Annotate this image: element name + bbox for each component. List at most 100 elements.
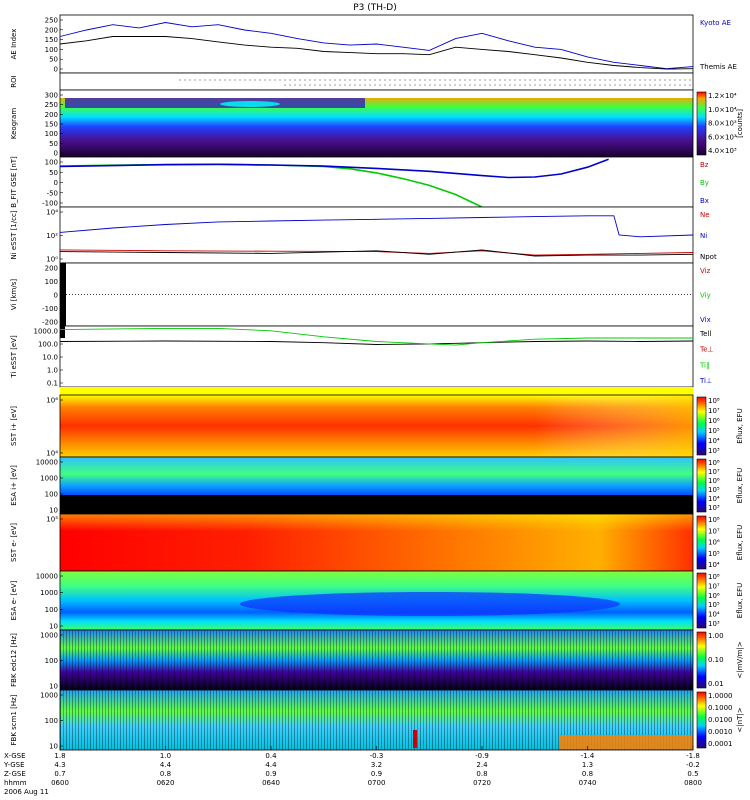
ni-ylabel: Ni eSST [1/cc]: [10, 210, 18, 259]
fbk_b-ytick: 1000: [40, 692, 58, 700]
esa_ion-colorbar-label: 10⁸: [708, 459, 720, 467]
fbk_e-colorbar-unit: <|mV/m|>: [736, 641, 744, 678]
ti-ytick: 0.1: [47, 380, 58, 388]
fbk_b-colorbar-label: 0.0100: [708, 716, 733, 724]
fbk_b-colorbar-label: 1.0000: [708, 692, 733, 700]
ti-legend-0: Tell: [699, 330, 711, 338]
bfit-legend-1: By: [700, 179, 709, 187]
vi-ytick: -100: [42, 305, 58, 313]
keogram-ytick: 0: [54, 150, 58, 158]
keogram-ytick: 250: [45, 101, 58, 109]
sst_elec-ylabel: SST e- [eV]: [10, 523, 18, 562]
esa_elec-colorbar-label: 10⁸: [708, 573, 720, 581]
coord-row-label: X-GSE: [4, 752, 26, 760]
esa_elec-ytick: 100: [45, 606, 58, 614]
coord-value: -0.3: [370, 752, 384, 760]
ni-ytick: 10²: [46, 232, 58, 240]
sst_ion-ytick: 10⁴: [46, 450, 58, 458]
bfit-ylabel: B_FIT GSE [nT]: [10, 156, 18, 208]
vi-legend-2: Vix: [700, 316, 711, 324]
coord-value: 1.3: [582, 761, 593, 769]
esa_elec-colorbar-label: 10⁵: [708, 601, 720, 609]
keogram-ytick: 300: [45, 92, 58, 100]
ae-ytick: 100: [45, 46, 58, 54]
fbk_e-ytick: 1000: [40, 632, 58, 640]
coord-value: 0.7: [54, 770, 65, 778]
coord-value: 2.4: [476, 761, 488, 769]
vi-ytick: -200: [42, 319, 58, 327]
coord-value: -0.9: [475, 752, 489, 760]
ni-legend-2: Npot: [700, 253, 717, 261]
time-tick: 0640: [262, 779, 280, 787]
time-axis-label: hhmm: [4, 779, 27, 787]
time-tick: 0800: [684, 779, 702, 787]
vi-ytick: 200: [45, 265, 58, 273]
coord-value: 1.0: [160, 752, 171, 760]
sst_elec-colorbar-label: 10⁴: [708, 561, 720, 569]
esa_elec-colorbar-unit: Eflux, EFU: [736, 583, 744, 618]
sst_elec-colorbar-label: 10⁸: [708, 516, 720, 524]
ae-ytick: 200: [45, 26, 58, 34]
ti-ytick: 10.0: [42, 354, 58, 362]
esa_ion-ytick: 100: [45, 491, 58, 499]
time-tick: 0720: [473, 779, 491, 787]
esa_elec-colorbar-label: 10⁷: [708, 582, 720, 590]
sst_ion-ytick: 10⁶: [46, 397, 58, 405]
fbk_b-colorbar-label: 0.1000: [708, 704, 733, 712]
ti-ytick: 1000.0: [34, 328, 59, 336]
ti-ylabel: Ti eSST [eV]: [10, 335, 18, 379]
esa_ion-ylabel: ESA i+ [eV]: [10, 465, 18, 506]
ni-legend-1: Ni: [700, 232, 707, 240]
coord-value: 0.5: [687, 770, 698, 778]
time-tick: 0740: [579, 779, 597, 787]
coord-value: 3.2: [371, 761, 382, 769]
sst_ion-ylabel: SST i+ [eV]: [10, 406, 18, 446]
vi-legend-1: Viy: [700, 292, 711, 300]
coord-value: 0.9: [265, 770, 276, 778]
esa_elec-colorbar: [696, 572, 707, 629]
ae-ytick: 150: [45, 36, 58, 44]
sst_ion-colorbar-label: 10⁶: [708, 417, 720, 425]
bfit-legend-0: Bz: [700, 161, 709, 169]
ni-ytick: 10⁴: [46, 209, 58, 217]
keogram-ytick: 150: [45, 121, 58, 129]
esa_elec-ytick: 1000: [40, 589, 58, 597]
panel-sst_elec: 10⁵ SST e- [eV] 10⁸ 10⁷ 10⁶ 10⁵ 10⁴ Eflux, EFU: [10, 513, 744, 572]
ae-legend-0: Kyoto AE: [700, 19, 731, 27]
ae-legend-1: Themis AE: [699, 63, 737, 71]
fbk_e-colorbar-label: 0.10: [708, 656, 724, 664]
esa_ion-colorbar-unit: Eflux, EFU: [736, 468, 744, 503]
vi-ylabel: Vi [km/s]: [10, 279, 18, 310]
time-tick: 0700: [368, 779, 386, 787]
sst_elec-colorbar-unit: Eflux, EFU: [736, 525, 744, 560]
fbk_b-colorbar-label: 0.0010: [708, 728, 733, 736]
panel-roi: ROI: [10, 72, 694, 91]
fbk_e-colorbar-label: 0.01: [708, 680, 724, 688]
keogram-colorbar-label: 8.0×10³: [708, 120, 737, 128]
vi-ytick: 0: [54, 292, 58, 300]
panel-ni: 10⁴ 10² 10⁰ Ni eSST [1/cc] Ne Ni Npot: [10, 206, 717, 264]
coord-value: 4.4: [265, 761, 277, 769]
keogram-colorbar-unit: [counts]: [736, 109, 744, 138]
coord-value: 4.4: [160, 761, 172, 769]
esa_elec-colorbar-label: 10⁶: [708, 592, 720, 600]
keogram-ytick: 100: [45, 130, 58, 138]
keogram-colorbar-label: 6.0×10³: [708, 133, 737, 141]
bfit-ytick: 50: [49, 169, 58, 177]
esa_ion-colorbar: [696, 458, 707, 513]
coord-value: -1.4: [581, 752, 595, 760]
fbk_b-ylabel: FBK scm1 [Hz]: [10, 694, 18, 745]
ni-legend-0: Ne: [700, 211, 710, 219]
coord-row-label: Z-GSE: [4, 770, 26, 778]
esa_elec-ylabel: ESA e- [eV]: [10, 580, 18, 620]
sst_ion-colorbar-label: 10³: [708, 447, 720, 455]
keogram-colorbar: [696, 91, 707, 156]
fbk_b-colorbar: [696, 691, 707, 749]
keogram-ytick: 200: [45, 111, 58, 119]
coord-row-label: Y-GSE: [3, 761, 25, 769]
ti-ytick: 100.0: [38, 341, 58, 349]
ae-ylabel: AE Index: [10, 29, 18, 60]
fbk_e-colorbar: [696, 631, 707, 689]
time-tick: 0620: [157, 779, 175, 787]
